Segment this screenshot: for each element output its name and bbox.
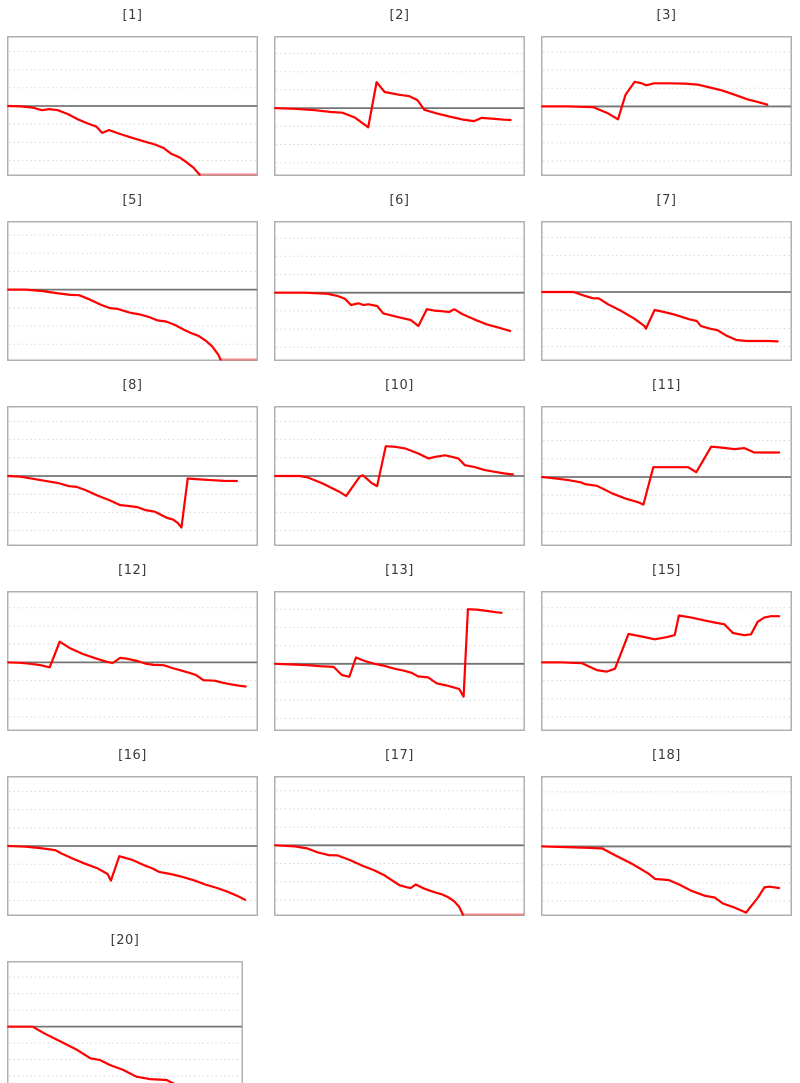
series-line xyxy=(274,608,503,698)
chart-cell: [3] xyxy=(534,0,800,185)
chart-canvas xyxy=(274,36,525,176)
chart-title: [15] xyxy=(652,563,681,578)
chart-title: [5] xyxy=(122,193,143,208)
chart-title: [10] xyxy=(385,378,414,393)
chart-canvas xyxy=(541,776,792,916)
series-line xyxy=(541,845,781,914)
chart-cell: [2] xyxy=(267,0,534,185)
chart-canvas xyxy=(541,36,792,176)
chart-canvas xyxy=(274,406,525,546)
plot-frame xyxy=(274,221,525,361)
chart-canvas xyxy=(7,591,258,731)
chart-title: [13] xyxy=(385,563,414,578)
chart-cell: [15] xyxy=(534,555,800,740)
series-line xyxy=(274,445,514,498)
series-line xyxy=(7,844,247,901)
chart-cell: [20] xyxy=(0,925,267,1083)
series-line xyxy=(274,844,464,916)
series-line xyxy=(541,290,779,343)
series-line xyxy=(7,474,238,529)
chart-cell: [16] xyxy=(0,740,267,925)
chart-cell: [7] xyxy=(534,185,800,370)
chart-title: [2] xyxy=(389,8,410,23)
chart-cell: [6] xyxy=(267,185,534,370)
plot-frame xyxy=(541,591,792,731)
chart-title: [18] xyxy=(652,748,681,763)
chart-canvas xyxy=(274,776,525,916)
chart-cell: [12] xyxy=(0,555,267,740)
chart-title: [1] xyxy=(122,8,143,23)
chart-title: [16] xyxy=(118,748,147,763)
series-line xyxy=(7,288,222,361)
chart-canvas xyxy=(7,36,258,176)
plot-frame xyxy=(541,406,792,546)
chart-title: [8] xyxy=(122,378,143,393)
chart-canvas xyxy=(541,591,792,731)
plot-frame xyxy=(541,221,792,361)
plot-frame xyxy=(274,591,525,731)
series-line xyxy=(541,80,769,121)
series-line xyxy=(274,291,512,333)
chart-title: [12] xyxy=(118,563,147,578)
chart-title: [17] xyxy=(385,748,414,763)
series-line xyxy=(7,640,247,688)
series-line xyxy=(541,445,781,506)
series-line xyxy=(541,614,781,673)
chart-cell: [13] xyxy=(267,555,534,740)
chart-title: [20] xyxy=(110,933,140,948)
series-line xyxy=(7,104,201,176)
chart-cell: [1] xyxy=(0,0,267,185)
series-line xyxy=(7,1025,175,1083)
chart-canvas xyxy=(274,221,525,361)
chart-canvas xyxy=(7,406,258,546)
plot-frame xyxy=(274,36,525,176)
chart-cell: [11] xyxy=(534,370,800,555)
chart-title: [6] xyxy=(389,193,410,208)
plot-frame xyxy=(7,961,243,1083)
chart-cell: [5] xyxy=(0,185,267,370)
chart-canvas xyxy=(7,961,243,1083)
chart-cell: [17] xyxy=(267,740,534,925)
chart-canvas xyxy=(541,221,792,361)
chart-cell: [8] xyxy=(0,370,267,555)
chart-cell: [18] xyxy=(534,740,800,925)
chart-title: [11] xyxy=(652,378,681,393)
chart-canvas xyxy=(7,776,258,916)
chart-title: [7] xyxy=(656,193,677,208)
chart-canvas xyxy=(274,591,525,731)
chart-cell: [10] xyxy=(267,370,534,555)
chart-canvas xyxy=(7,221,258,361)
chart-canvas xyxy=(541,406,792,546)
series-line xyxy=(274,81,512,129)
chart-title: [3] xyxy=(656,8,677,23)
